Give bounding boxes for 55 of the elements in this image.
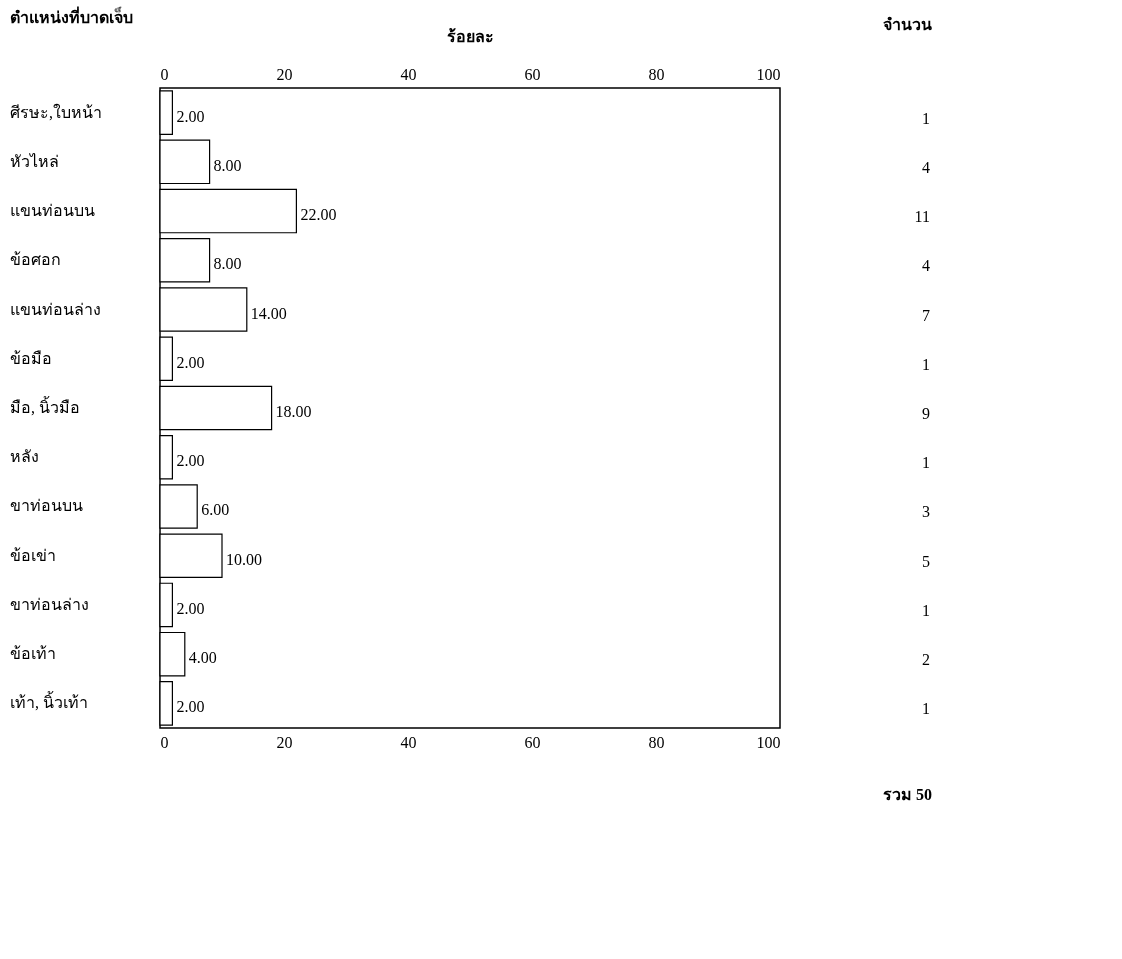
y-tick-label: ข้อเท้า — [10, 645, 56, 663]
y-tick-label: ขาท่อนล่าง — [10, 595, 89, 613]
x-tick-label: 0 — [160, 65, 169, 83]
data-label: 22.00 — [300, 206, 337, 224]
x2-tick-label: 20 — [276, 733, 293, 751]
text: 1 — [922, 700, 930, 718]
data-label: 2.00 — [176, 452, 205, 470]
y-tick-label: ขาท่อนบน — [10, 497, 83, 515]
data-label: 2.00 — [176, 698, 205, 716]
text: 1 — [922, 355, 930, 373]
text: 1 — [922, 109, 930, 127]
y-tick-label: แขนท่อนบน — [10, 202, 95, 220]
y-tick-label: หลัง — [10, 448, 39, 466]
y-axis-title: ตำแหน่งที่บาดเจ็บ — [10, 6, 133, 26]
text: 4 — [922, 257, 930, 275]
x2-tick-label: 100 — [756, 733, 781, 751]
x-tick-label: 80 — [648, 65, 665, 83]
text: 1 — [922, 601, 930, 619]
data-label: 2.00 — [176, 353, 205, 371]
text: จำนวน — [883, 16, 932, 33]
x2-tick-label: 60 — [524, 733, 541, 751]
x2-tick-label: 0 — [160, 733, 169, 751]
data-label: 10.00 — [226, 550, 262, 568]
y-tick-label: เท้า, นิ้วเท้า — [10, 691, 88, 712]
data-label: 4.00 — [188, 649, 217, 667]
text: 7 — [922, 306, 930, 324]
data-label: 8.00 — [213, 156, 242, 174]
data-label: 2.00 — [176, 599, 205, 617]
y-tick-label: แขนท่อนล่าง — [10, 300, 101, 318]
text: 3 — [922, 503, 930, 521]
x-tick-label: 40 — [400, 65, 417, 83]
text: 5 — [922, 552, 930, 570]
text: 1 — [922, 454, 930, 472]
data-label: 14.00 — [250, 304, 287, 322]
y-tick-label: ข้อมือ — [10, 349, 52, 367]
text: รวม 50 — [883, 786, 932, 803]
x-tick-label: 60 — [524, 65, 541, 83]
x2-tick-label: 80 — [648, 733, 665, 751]
data-label: 18.00 — [275, 403, 312, 420]
y-tick-label: ข้อเข่า — [10, 546, 56, 564]
x2-tick-label: 40 — [400, 733, 417, 751]
text: 4 — [922, 158, 930, 176]
y-tick-label: หัวไหล่ — [10, 151, 59, 170]
data-label: 2.00 — [176, 107, 205, 125]
data-label: 8.00 — [213, 255, 242, 273]
text: 11 — [914, 208, 930, 226]
data-label: 6.00 — [201, 501, 230, 519]
x-tick-label: 100 — [756, 65, 781, 83]
y-tick-label: ศีรษะ,ใบหน้า — [10, 102, 102, 121]
y-tick-label: ข้อศอก — [10, 251, 61, 269]
text: 2 — [922, 651, 930, 669]
y-tick-label: มือ, นิ้วมือ — [10, 396, 80, 416]
x-tick-label: 20 — [276, 65, 293, 83]
text: 9 — [922, 405, 930, 422]
x2-axis-title: ร้อยละ — [447, 27, 494, 45]
